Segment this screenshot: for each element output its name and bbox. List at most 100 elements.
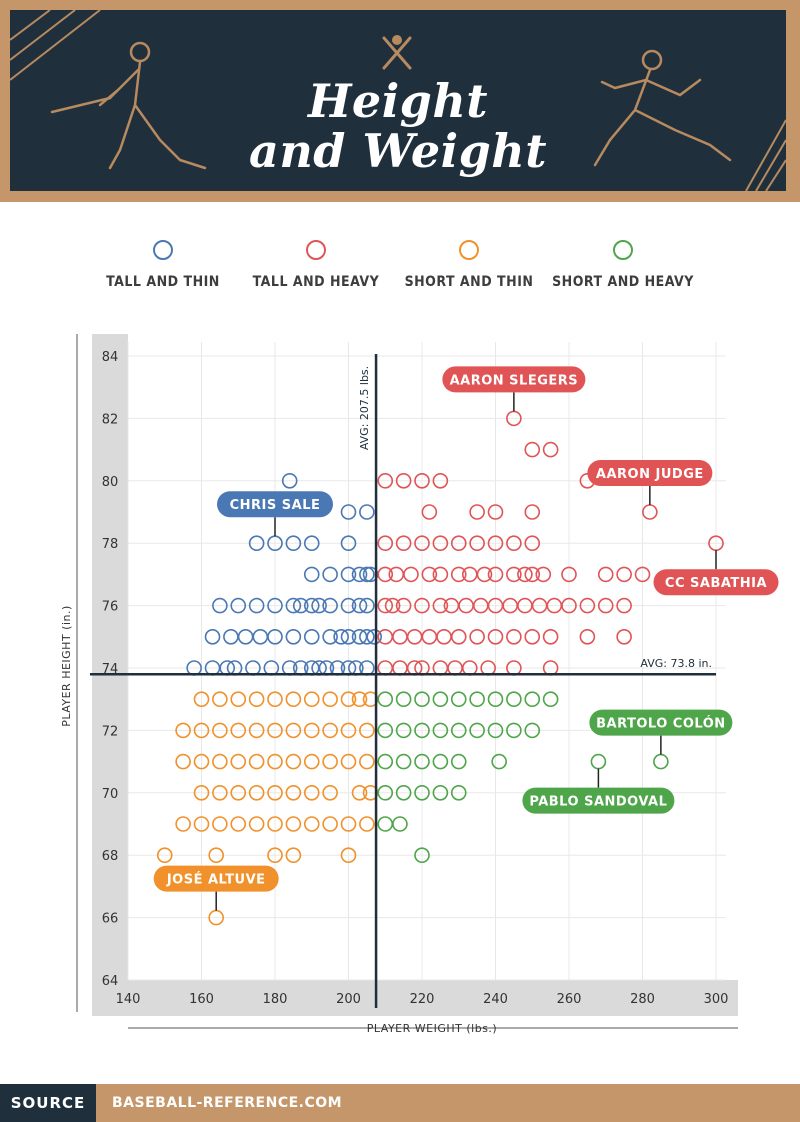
annotation-bartolo-col-n: BARTOLO COLÓN (589, 709, 733, 755)
data-point (432, 597, 449, 614)
annotation-pablo-sandoval: PABLO SANDOVAL (522, 768, 675, 814)
data-point (432, 784, 449, 801)
data-point (340, 628, 357, 645)
x-tick-label: 280 (630, 992, 655, 1007)
legend-item-tall-thin: TALL AND THIN (88, 240, 238, 290)
data-point (377, 597, 394, 614)
data-point (285, 722, 302, 739)
data-point (267, 628, 283, 645)
data-point (340, 504, 357, 520)
x-axis-label: PLAYER WEIGHT (lbs.) (367, 1022, 497, 1035)
crossed-bats-icon (382, 35, 412, 70)
data-point (414, 597, 430, 614)
data-point (450, 628, 467, 645)
data-point (303, 628, 320, 645)
data-point (248, 753, 265, 770)
data-point (377, 566, 394, 583)
data-point (351, 566, 368, 583)
data-point (322, 722, 338, 739)
data-point (450, 753, 467, 770)
data-point (597, 566, 614, 583)
data-point (303, 722, 320, 739)
data-point (248, 722, 265, 739)
data-point (406, 628, 423, 645)
annotation-pill (442, 366, 586, 393)
title-banner: Height and Weight (10, 10, 786, 191)
y-tick-label: 64 (102, 974, 119, 989)
data-point (267, 597, 283, 614)
data-point (506, 566, 522, 583)
data-point (634, 566, 651, 583)
data-point (285, 753, 302, 770)
data-point (366, 628, 383, 645)
data-point (524, 722, 541, 739)
y-tick-label: 68 (102, 849, 119, 864)
data-point (506, 722, 522, 739)
data-point (303, 691, 320, 708)
annotation-aaron-judge: AARON JUDGE (587, 460, 713, 505)
data-point (384, 597, 401, 614)
data-point (377, 722, 394, 739)
x-tick-label: 300 (704, 992, 729, 1007)
data-point (322, 753, 338, 770)
x-axis-band (92, 980, 738, 1016)
data-points (156, 410, 724, 926)
data-point (476, 566, 493, 583)
data-point (616, 628, 632, 645)
data-point (230, 816, 247, 832)
data-point (487, 628, 504, 645)
data-point (395, 784, 412, 801)
data-point (285, 535, 302, 552)
data-point (248, 597, 265, 614)
data-point (469, 722, 485, 739)
annotation-label: PABLO SANDOVAL (529, 795, 667, 810)
data-point (616, 566, 632, 583)
x-tick-label: 160 (189, 992, 214, 1007)
y-tick-label: 66 (102, 912, 119, 927)
data-point (421, 566, 438, 583)
data-point (436, 628, 452, 645)
data-point (303, 566, 320, 583)
data-point (340, 535, 357, 552)
data-point (542, 691, 559, 708)
data-point (590, 753, 607, 770)
data-point (506, 535, 522, 552)
data-point (395, 722, 412, 739)
data-point (175, 753, 191, 770)
data-point (303, 597, 320, 614)
data-point (487, 504, 504, 520)
legend-label: TALL AND HEAVY (252, 274, 380, 290)
data-point (377, 472, 394, 489)
data-point (237, 628, 254, 645)
banner-decoration (10, 10, 786, 191)
data-point (579, 628, 596, 645)
data-point (359, 628, 375, 645)
data-point (340, 847, 357, 864)
data-point (450, 535, 467, 552)
data-point (285, 691, 302, 708)
data-point (230, 784, 247, 801)
legend-label: TALL AND THIN (106, 274, 220, 290)
data-point (524, 504, 541, 520)
data-point (506, 691, 522, 708)
data-point (395, 753, 412, 770)
pitcher-icon (593, 49, 732, 167)
data-point (450, 691, 467, 708)
data-point (359, 504, 375, 520)
data-point (561, 597, 577, 614)
data-point (340, 691, 357, 708)
data-point (267, 784, 283, 801)
data-point (322, 816, 338, 832)
data-point (267, 722, 283, 739)
data-point (395, 597, 412, 614)
data-point (208, 847, 224, 864)
data-point (267, 847, 283, 864)
legend-item-short-thin: SHORT AND THIN (394, 240, 544, 290)
data-point (223, 628, 239, 645)
data-point (414, 753, 430, 770)
data-point (432, 566, 449, 583)
data-point (351, 691, 368, 708)
data-point (487, 722, 504, 739)
annotation-label: AARON SLEGERS (450, 373, 579, 388)
